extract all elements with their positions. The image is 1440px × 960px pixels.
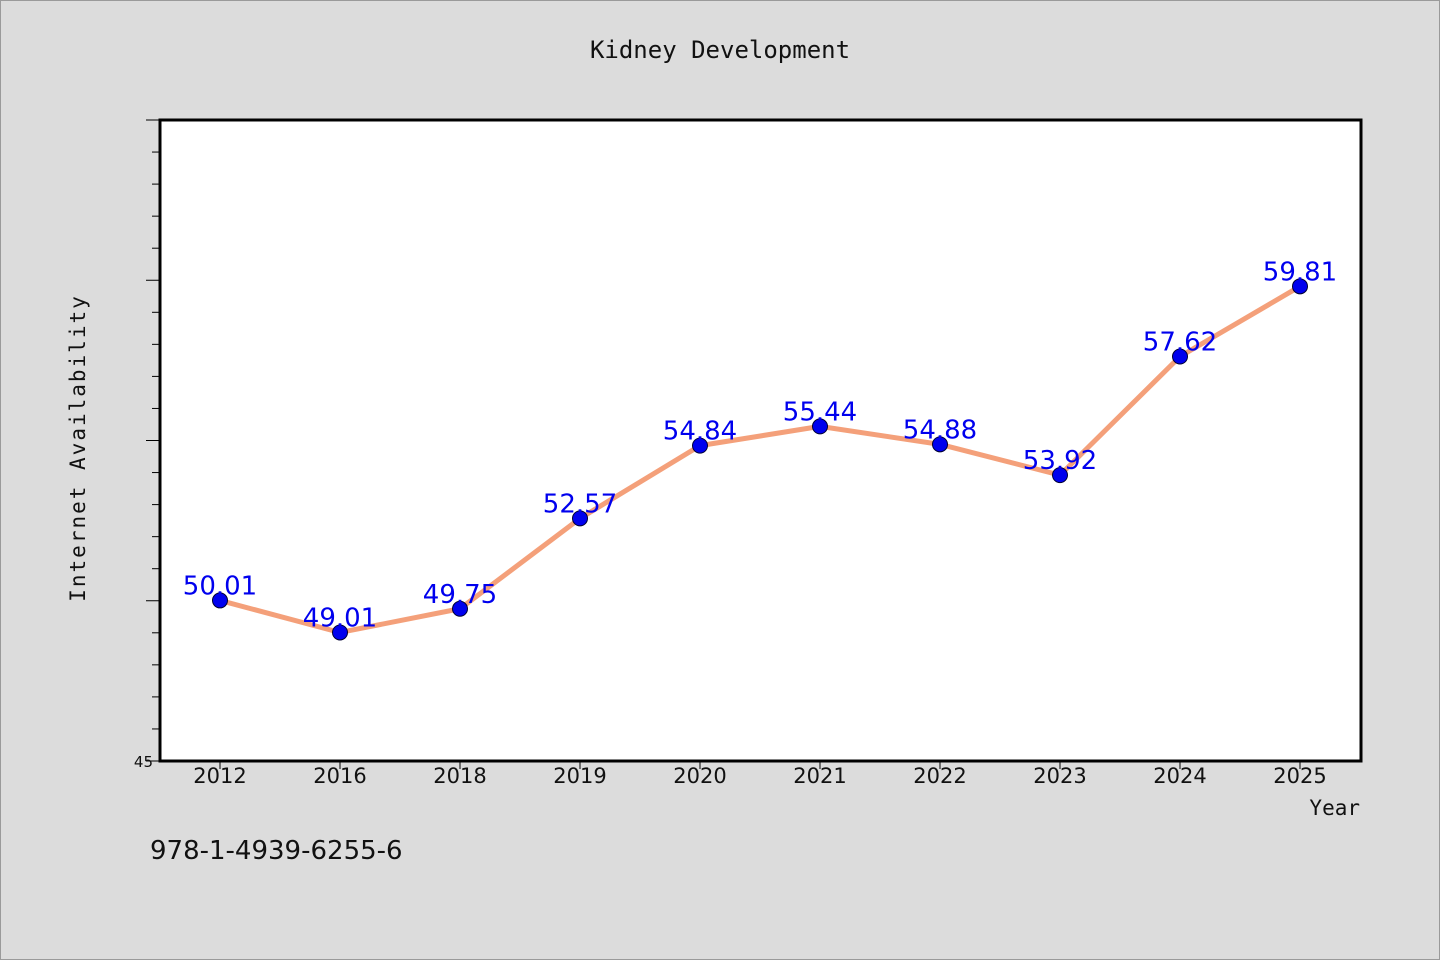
data-label: 54.84	[663, 417, 737, 447]
isbn-text: 978-1-4939-6255-6	[150, 836, 403, 866]
x-tick-label: 2022	[913, 764, 966, 788]
data-point	[1292, 278, 1308, 295]
x-tick-label: 2025	[1273, 764, 1326, 788]
data-point	[1052, 467, 1068, 484]
data-label: 59.81	[1263, 257, 1337, 287]
data-label: 49.75	[423, 580, 497, 610]
x-tick-label: 2016	[313, 764, 366, 788]
x-ticks: 2012 2016 2018 2019 2020 2021 2022 2023 2024 2025	[193, 761, 1327, 788]
data-label: 52.57	[543, 489, 617, 519]
series-line	[217, 283, 1303, 635]
data-label: 57.62	[1143, 328, 1217, 358]
data-label: 49.01	[303, 603, 377, 633]
x-tick-label: 2018	[433, 764, 486, 788]
x-tick-label: 2012	[193, 764, 246, 788]
data-label: 54.88	[903, 415, 977, 445]
data-labels: 50.01 49.01 49.75 52.57 54.84 55.44 54.88 53.92…	[183, 257, 1337, 633]
data-point	[932, 436, 948, 453]
x-tick-label: 2019	[553, 764, 606, 788]
x-tick-label: 2020	[673, 764, 726, 788]
x-tick-label: 2023	[1033, 764, 1086, 788]
data-label: 55.44	[783, 397, 857, 427]
data-label: 50.01	[183, 571, 257, 601]
x-tick-label: 2024	[1153, 764, 1206, 788]
y-ticks: 45	[134, 119, 160, 771]
data-points	[212, 278, 1308, 641]
x-tick-label: 2021	[793, 764, 846, 788]
data-point	[332, 624, 348, 641]
data-label: 53.92	[1023, 446, 1097, 476]
data-point	[212, 592, 228, 609]
y-tick-label: 45	[134, 753, 153, 771]
data-point	[1172, 348, 1188, 365]
plot-border	[158, 118, 1363, 763]
data-point	[452, 600, 468, 617]
x-axis-label: Year	[1309, 796, 1360, 820]
data-point	[812, 418, 828, 435]
plot-area	[160, 120, 1361, 761]
chart-title: Kidney Development	[589, 36, 851, 64]
data-point	[572, 510, 588, 527]
data-point	[692, 437, 708, 454]
